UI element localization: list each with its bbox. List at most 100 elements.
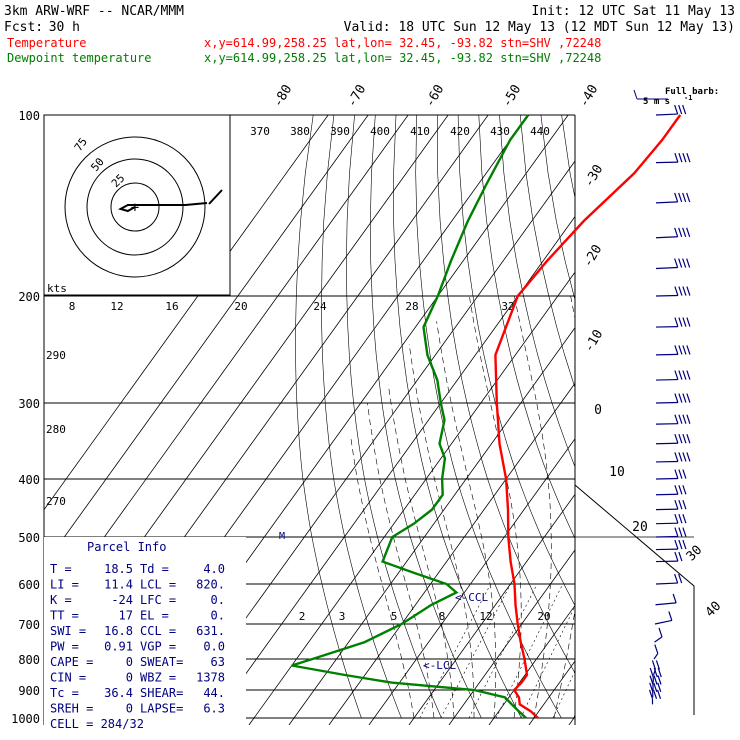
valid-label: Valid: 18 UTC Sun 12 May 13 (12 MDT Sun … bbox=[344, 20, 735, 35]
parcel-cell: 0 bbox=[126, 655, 133, 669]
dry-adiabat bbox=[727, 115, 740, 718]
pressure-tick-label: 200 bbox=[18, 290, 40, 304]
temperature-profile bbox=[494, 114, 682, 719]
hodograph-ring-label: 75 bbox=[72, 135, 90, 153]
legend-temperature-name: Temperature bbox=[7, 36, 86, 50]
wind-barb bbox=[655, 370, 691, 381]
isotherm-label: 20 bbox=[632, 520, 648, 535]
pressure-tick-label: 100 bbox=[18, 109, 40, 123]
wind-barb bbox=[655, 513, 687, 525]
mixing-ratio-label: 28 bbox=[405, 300, 418, 313]
parcel-cell: 6.3 bbox=[203, 702, 225, 716]
model-label: 3km ARW-WRF -- NCAR/MMM bbox=[4, 4, 184, 19]
theta-label: 440 bbox=[530, 125, 550, 138]
isotherm-line bbox=[208, 215, 575, 725]
isotherm-label: -20 bbox=[581, 242, 606, 270]
parcel-cell: Tc = bbox=[50, 686, 79, 700]
isotherm-line bbox=[44, 115, 329, 511]
parcel-cell: CCL = bbox=[140, 624, 176, 638]
dry-adiabat bbox=[519, 115, 575, 389]
thermo-grid bbox=[43, 114, 740, 725]
parcel-cell: TT = bbox=[50, 609, 79, 623]
wind-barbs bbox=[574, 104, 695, 715]
dry-adiabat bbox=[457, 115, 575, 607]
lower-mixing-label: 2 bbox=[299, 610, 306, 623]
parcel-cell: CAPE = bbox=[50, 655, 93, 669]
pressure-tick-label: 800 bbox=[18, 653, 40, 667]
pressure-tick-label: 700 bbox=[18, 618, 40, 632]
mixing-ratio-label: 16 bbox=[165, 300, 178, 313]
parcel-cell: 0 bbox=[126, 671, 133, 685]
wind-barb bbox=[653, 644, 659, 660]
wind-barb bbox=[655, 152, 691, 164]
dry-adiabat bbox=[437, 115, 575, 674]
lower-mixing-label: 8 bbox=[439, 610, 446, 623]
dry-adiabat bbox=[624, 115, 740, 718]
wind-barb bbox=[655, 104, 687, 116]
barb-legend-line2: 5 m s bbox=[643, 97, 670, 107]
barb-legend-line1: Full barb: bbox=[665, 87, 719, 97]
isotherm-label: -70 bbox=[345, 82, 370, 110]
parcel-cell: VGP = bbox=[140, 640, 176, 654]
init-label: Init: 12 UTC Sat 11 May 13 bbox=[532, 4, 736, 19]
parcel-cell: 0 bbox=[126, 702, 133, 716]
isotherm-line bbox=[44, 115, 409, 622]
parcel-cell: 0.91 bbox=[104, 640, 133, 654]
dry-adiabat bbox=[540, 115, 575, 301]
hodograph-trace-tail bbox=[208, 189, 223, 205]
moist-adiabat bbox=[436, 321, 497, 719]
parcel-cell: LFC = bbox=[140, 593, 176, 607]
barb-legend: Full barb: 5 m s -1 bbox=[633, 87, 719, 107]
wind-barb bbox=[655, 593, 677, 606]
parcel-cell: SREH = bbox=[50, 702, 93, 716]
parcel-cell: -24 bbox=[111, 593, 133, 607]
dry-adiabat bbox=[603, 115, 740, 718]
isotherm-label: -80 bbox=[271, 82, 296, 110]
mixing-ratio-label: 24 bbox=[313, 300, 327, 313]
wind-barb bbox=[655, 452, 691, 463]
moist-adiabat bbox=[350, 436, 415, 719]
isotherm-label: -30 bbox=[582, 162, 607, 190]
parcel-cell: 4.0 bbox=[203, 562, 225, 576]
isotherm-label: 0 bbox=[594, 403, 602, 418]
parcel-cell: PW = bbox=[50, 640, 79, 654]
hodograph-ring bbox=[64, 136, 206, 278]
pressure-tick-label: 500 bbox=[18, 531, 40, 545]
wind-barb bbox=[655, 434, 691, 445]
pressure-tick-label: 900 bbox=[18, 684, 40, 698]
moist-adiabat bbox=[594, 296, 693, 718]
dry-adiabat bbox=[369, 115, 498, 719]
lower-mixing-label: 12 bbox=[479, 610, 492, 623]
theta-label: 410 bbox=[410, 125, 430, 138]
isotherm-line bbox=[288, 327, 575, 725]
legend-dewpoint-info: x,y=614.99,258.25 lat,lon= 32.45, -93.82… bbox=[204, 51, 601, 65]
wind-barb bbox=[655, 485, 687, 496]
isotherm-label: -50 bbox=[500, 82, 525, 110]
parcel-cell: WBZ = bbox=[140, 671, 176, 685]
hodograph-unit: kts bbox=[47, 282, 67, 295]
isotherm-line bbox=[609, 115, 740, 725]
wind-barb bbox=[655, 469, 687, 480]
isotherm-label: 10 bbox=[609, 465, 625, 480]
parcel-cell: T = bbox=[50, 562, 72, 576]
mixing-ratio-line bbox=[552, 670, 575, 719]
parcel-cell: 820. bbox=[196, 578, 225, 592]
theta-label: 400 bbox=[370, 125, 390, 138]
wind-barb bbox=[655, 286, 691, 297]
wind-barb bbox=[655, 551, 683, 563]
isotherm-line bbox=[488, 604, 575, 725]
legend-temperature-info: x,y=614.99,258.25 lat,lon= 32.45, -93.82… bbox=[204, 36, 601, 50]
side-theta-label: 270 bbox=[46, 495, 66, 508]
wind-barb bbox=[649, 682, 662, 698]
mixing-ratio-line bbox=[419, 583, 491, 719]
wind-barb bbox=[655, 414, 691, 425]
parcel-cell: EL = bbox=[140, 609, 169, 623]
ccl-annotation: <-CCL bbox=[455, 591, 488, 604]
isotherm-line bbox=[448, 549, 575, 725]
isotherm-label: -40 bbox=[577, 82, 602, 110]
dry-adiabat bbox=[499, 115, 575, 468]
parcel-cell: K = bbox=[50, 593, 72, 607]
wind-barb bbox=[655, 345, 691, 356]
pressure-tick-label: 400 bbox=[18, 473, 40, 487]
